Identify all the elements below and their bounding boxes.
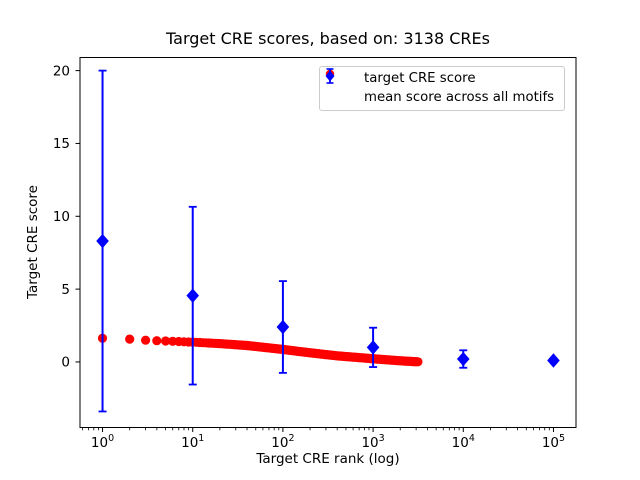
x-axis-label: Target CRE rank (log) [256,451,400,467]
blue-errorbar-point [366,326,380,368]
x-tick-label: 103 [361,433,384,451]
x-major-ticks: 100 101 102 103 104 105 [91,427,565,451]
y-tick-label: 5 [61,282,70,298]
y-tick-label: 10 [53,209,70,225]
x-tick-label: 100 [91,433,114,451]
blue-errorbar-point [96,69,109,413]
blue-errorbar-point [276,280,290,374]
y-tick-label: 0 [61,355,70,371]
y-tick-label: 15 [53,136,70,152]
legend-item-target-score: target CRE score [320,69,564,88]
legend-item-label: target CRE score [364,70,476,86]
x-minor-ticks [82,427,550,431]
legend-item-mean-score: mean score across all motifs [320,68,564,108]
red-scatter-points [97,333,423,367]
x-tick-label: 101 [181,433,204,451]
y-axis-label: Target CRE score [25,185,41,299]
x-tick-label: 102 [271,433,294,451]
legend-item-label: mean score across all motifs [364,90,555,106]
plot-border [79,57,577,428]
y-tick-label: 20 [53,63,70,79]
blue-errorbar-point [186,205,200,386]
y-ticks: 0 5 10 15 20 [53,63,80,371]
x-tick-label: 104 [452,433,475,451]
blue-errorbar-point [547,353,560,368]
x-tick-label: 105 [542,433,565,451]
legend: target CRE score mean score across all m… [319,66,565,111]
blue-errorbar-series [96,69,560,413]
chart-title: Target CRE scores, based on: 3138 CREs [166,29,490,48]
blue-errorbar-point [456,349,470,369]
